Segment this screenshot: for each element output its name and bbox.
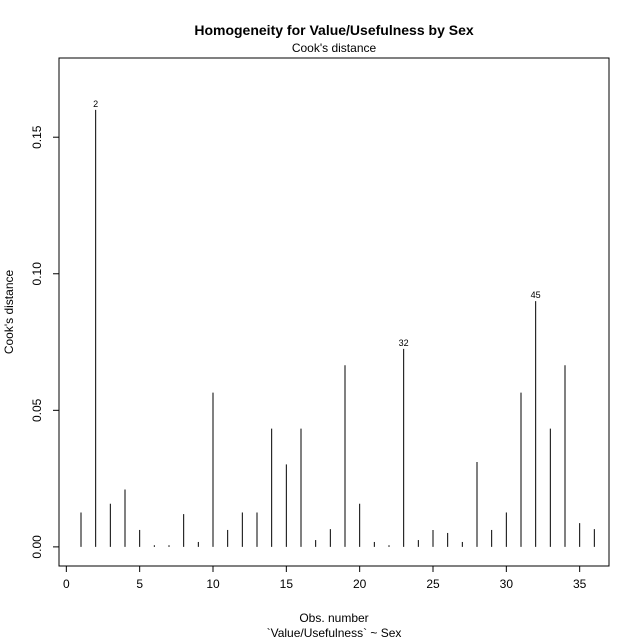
x-tick-label-0: 0 bbox=[63, 577, 70, 591]
x-axis-sublabel: `Value/Usefulness` ~ Sex bbox=[267, 626, 402, 640]
plot-frame bbox=[58, 57, 610, 567]
y-tick-label-0.10: 0.10 bbox=[30, 262, 44, 286]
x-tick-label-20: 20 bbox=[353, 577, 367, 591]
y-tick-label-0.05: 0.05 bbox=[30, 398, 44, 422]
x-tick-label-10: 10 bbox=[206, 577, 220, 591]
x-tick-label-5: 5 bbox=[136, 577, 143, 591]
chart-subtitle: Cook's distance bbox=[292, 41, 377, 55]
chart-title: Homogeneity for Value/Usefulness by Sex bbox=[194, 22, 474, 38]
x-tick-label-25: 25 bbox=[426, 577, 440, 591]
point-label-2: 2 bbox=[93, 99, 98, 109]
bars-group bbox=[80, 109, 595, 547]
x-tick-label-35: 35 bbox=[573, 577, 587, 591]
x-tick-label-15: 15 bbox=[280, 577, 294, 591]
y-axis-label: Cook's distance bbox=[2, 270, 16, 355]
y-axis: 0.00 0.05 0.10 0.15 bbox=[30, 125, 60, 559]
x-tick-label-30: 30 bbox=[500, 577, 514, 591]
point-labels-group: 2 32 45 bbox=[93, 99, 541, 348]
y-tick-label-0.00: 0.00 bbox=[30, 535, 44, 559]
x-axis: 0 5 10 15 20 25 30 35 bbox=[63, 565, 587, 591]
y-tick-label-0.15: 0.15 bbox=[30, 125, 44, 149]
point-label-45: 45 bbox=[531, 290, 541, 300]
x-axis-label: Obs. number bbox=[299, 611, 368, 625]
point-label-32: 32 bbox=[399, 338, 409, 348]
